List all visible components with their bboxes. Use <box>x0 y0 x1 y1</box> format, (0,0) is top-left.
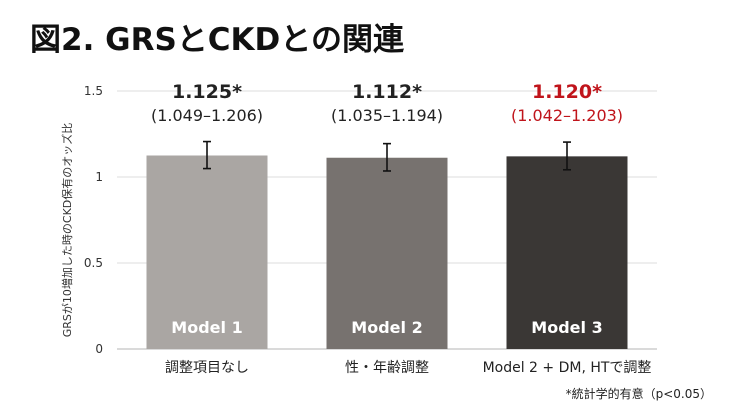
bar <box>326 157 448 349</box>
bar-model-label: Model 1 <box>171 318 242 337</box>
y-axis-ticks: 0 0.5 1 1.5 <box>84 84 103 356</box>
ci-label: (1.042–1.203) <box>511 106 623 125</box>
bar-group: 1.125* (1.049–1.206) Model 1 調整項目なし <box>146 81 268 376</box>
y-tick-label: 0.5 <box>84 256 103 270</box>
bar <box>146 155 268 349</box>
bar <box>506 156 628 349</box>
ci-label: (1.049–1.206) <box>151 106 263 125</box>
bars: 1.125* (1.049–1.206) Model 1 調整項目なし 1.112* (1… <box>146 81 652 376</box>
value-label: 1.125* <box>172 81 242 103</box>
ci-label: (1.035–1.194) <box>331 106 443 125</box>
value-label: 1.120* <box>532 81 602 103</box>
y-axis-label: GRSが10増加した時のCKD保有のオッズ比 <box>60 123 74 338</box>
footnote: *統計学的有意（p<0.05） <box>566 386 712 401</box>
x-category-label: Model 2 + DM, HTで調整 <box>483 360 652 376</box>
y-tick-label: 0 <box>95 342 103 356</box>
bar-group: 1.112* (1.035–1.194) Model 2 性・年齢調整 <box>326 81 448 376</box>
x-category-label: 調整項目なし <box>165 360 249 376</box>
bar-model-label: Model 3 <box>531 318 602 337</box>
value-label: 1.112* <box>352 81 422 103</box>
bar-group: 1.120* (1.042–1.203) Model 3 Model 2 + DM, … <box>483 81 652 376</box>
x-category-label: 性・年齢調整 <box>345 360 429 376</box>
y-tick-label: 1.5 <box>84 84 103 98</box>
y-tick-label: 1 <box>95 170 103 184</box>
chart-title: 図2. GRSとCKDとの関連 <box>30 22 405 58</box>
bar-model-label: Model 2 <box>351 318 422 337</box>
